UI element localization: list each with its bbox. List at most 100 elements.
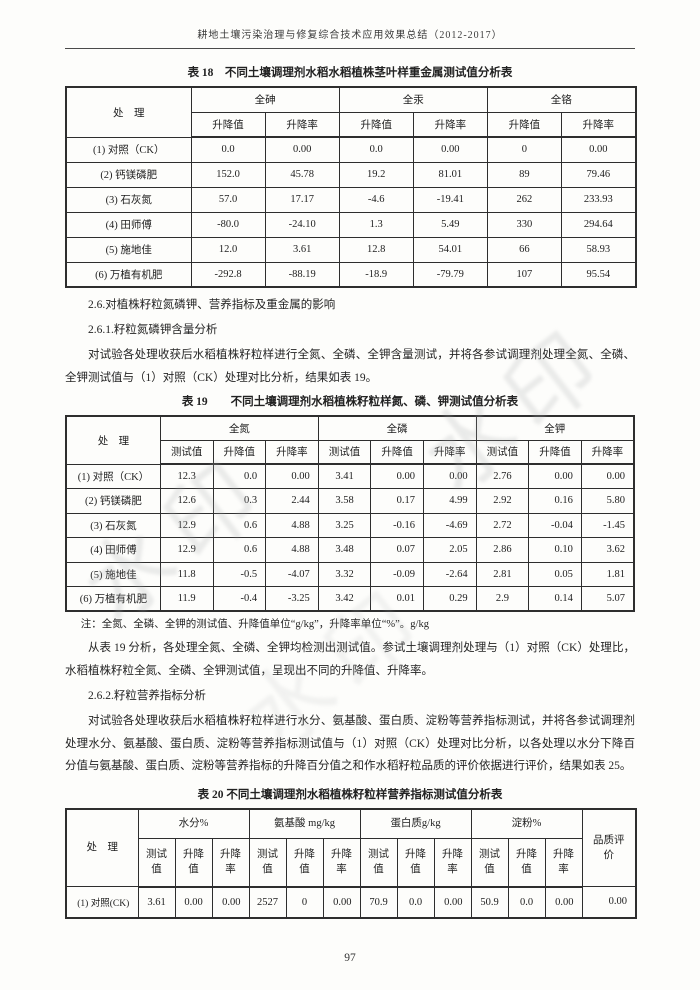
column-group-phosphorus: 全磷 xyxy=(317,415,477,441)
column-group-protein: 蛋白质g/kg xyxy=(359,808,472,839)
table-cell: 0 xyxy=(486,136,562,163)
table-cell: 12.9 xyxy=(159,537,214,563)
table-cell: -3.25 xyxy=(265,586,319,612)
table-cell: 5.80 xyxy=(580,488,635,514)
table-cell: 0.6 xyxy=(212,512,267,538)
table-19-note: 注：全氮、全磷、全钾的测试值、升降值单位“g/kg”，升降率单位“%”。g/kg xyxy=(80,619,429,630)
page-number: 97 xyxy=(344,952,356,964)
column-header: 升降值 xyxy=(338,111,414,138)
table-cell: 57.0 xyxy=(190,186,266,213)
row-label: (3) 石灰氮 xyxy=(65,186,192,213)
table-cell: 0.00 xyxy=(370,463,424,489)
table-cell: 0.00 xyxy=(265,463,319,489)
table-cell: 0.0 xyxy=(212,463,267,489)
table-20: 处 理 水分% 氨基酸 mg/kg 蛋白质g/kg 淀粉% 品质评价 测试值 升… xyxy=(65,807,638,919)
table-row: (1) 对照(CK) 3.61 0.00 0.00 2527 0 0.00 70… xyxy=(65,886,637,918)
table-cell: 262 xyxy=(486,186,562,213)
table-cell: 2.81 xyxy=(475,561,530,587)
table-cell: 0.00 xyxy=(174,886,213,918)
table-cell: 70.9 xyxy=(359,886,398,918)
table-20-title: 表 20 不同土壤调理剂水稻植株籽粒样营养指标测试值分析表 xyxy=(197,788,503,801)
table-cell: 233.93 xyxy=(560,186,637,213)
column-header: 升降率 xyxy=(264,111,340,138)
column-header: 升降率 xyxy=(544,838,583,888)
table-row: (3) 石灰氮 12.9 0.6 4.88 3.25 -0.16 -4.69 2… xyxy=(65,512,635,538)
table-cell: -79.79 xyxy=(412,261,488,288)
column-header: 测试值 xyxy=(137,838,176,888)
table-row: (1) 对照（CK） 0.0 0.00 0.0 0.00 0 0.00 xyxy=(65,136,637,163)
table-cell: 2.72 xyxy=(475,512,530,538)
column-group-nitrogen: 全氮 xyxy=(159,415,319,441)
column-header: 升降值 xyxy=(190,111,266,138)
column-header: 升降率 xyxy=(265,439,319,465)
table-cell: 0.00 xyxy=(211,886,250,918)
table-cell: -292.8 xyxy=(190,261,266,288)
table-cell: 0.10 xyxy=(528,537,582,563)
row-label: (4) 田师傅 xyxy=(65,537,161,563)
running-header: 耕地土壤污染治理与修复综合技术应用效果总结（2012-2017） xyxy=(65,26,635,49)
row-label: (2) 钙镁磷肥 xyxy=(65,488,161,514)
paragraph: 从表 19 分析，各处理全氮、全磷、全钾均检测出测试值。参试土壤调理剂处理与（1… xyxy=(65,642,635,677)
table-row: (1) 对照（CK） 12.3 0.0 0.00 3.41 0.00 0.00 … xyxy=(65,463,635,489)
table-cell: 3.58 xyxy=(317,488,372,514)
column-header: 升降率 xyxy=(580,439,635,465)
table-cell: 294.64 xyxy=(560,211,637,238)
column-header: 测试值 xyxy=(248,838,287,888)
table-row: (2) 钙镁磷肥 152.0 45.78 19.2 81.01 89 79.46 xyxy=(65,161,637,188)
row-label: (4) 田师傅 xyxy=(65,211,192,238)
table-cell: -80.0 xyxy=(190,211,266,238)
table-cell: 0.01 xyxy=(370,586,424,612)
table-cell: 12.9 xyxy=(159,512,214,538)
table-cell: 0.29 xyxy=(422,586,477,612)
column-header-treatment: 处 理 xyxy=(65,415,161,465)
column-header: 升降值 xyxy=(486,111,562,138)
column-header-quality: 品质评价 xyxy=(581,808,637,887)
table-19: 处 理 全氮 全磷 全钾 测试值 升降值 升降率 测试值 升降值 升降率 测试值… xyxy=(65,415,635,612)
column-header: 升降率 xyxy=(433,838,472,888)
table-cell: 12.3 xyxy=(159,463,214,489)
table-cell: 3.61 xyxy=(137,886,176,918)
table-cell: 0.0 xyxy=(338,136,414,163)
table-cell: 2.05 xyxy=(422,537,477,563)
table-18: 处 理 全砷 全汞 全铬 升降值 升降率 升降值 升降率 升降值 升降率 (1)… xyxy=(65,86,637,288)
table-subheader-row: 升降值 升降率 升降值 升降率 升降值 升降率 xyxy=(66,111,637,138)
table-cell: 79.46 xyxy=(560,161,637,188)
table-cell: 0.00 xyxy=(433,886,472,918)
table-cell: 0 xyxy=(285,886,324,918)
column-header: 升降值 xyxy=(212,439,267,465)
table-cell: 19.2 xyxy=(338,161,414,188)
table-row: (4) 田师傅 -80.0 -24.10 1.3 5.49 330 294.64 xyxy=(65,211,637,238)
table-cell: 4.88 xyxy=(265,512,319,538)
table-cell: 0.14 xyxy=(528,586,582,612)
column-header: 升降值 xyxy=(370,439,424,465)
table-cell: 58.93 xyxy=(560,236,637,263)
table-cell: 0.0 xyxy=(190,136,266,163)
column-header: 升降率 xyxy=(560,111,637,138)
table-cell: 3.61 xyxy=(264,236,340,263)
column-header: 升降率 xyxy=(422,439,477,465)
column-header: 升降率 xyxy=(412,111,488,138)
table-cell: -18.9 xyxy=(338,261,414,288)
table-cell: -24.10 xyxy=(264,211,340,238)
column-header: 测试值 xyxy=(359,838,398,888)
section-heading-2-6-2: 2.6.2.籽粒营养指标分析 xyxy=(88,690,206,702)
table-cell: 2.44 xyxy=(265,488,319,514)
table-row: (6) 万植有机肥 -292.8 -88.19 -18.9 -79.79 107… xyxy=(65,261,637,288)
row-label: (6) 万植有机肥 xyxy=(65,586,161,612)
table-18-title: 表 18 不同土壤调理剂水稻水稻植株茎叶样重金属测试值分析表 xyxy=(187,67,513,79)
table-cell: 17.17 xyxy=(264,186,340,213)
table-cell: 0.3 xyxy=(212,488,267,514)
column-header: 升降值 xyxy=(285,838,324,888)
paragraph: 对试验各处理收获后水稻植株籽粒样进行水分、氨基酸、蛋白质、淀粉等营养指标测试，并… xyxy=(65,715,635,772)
table-cell: 3.32 xyxy=(317,561,372,587)
column-group-mercury: 全汞 xyxy=(338,86,488,113)
table-cell: -19.41 xyxy=(412,186,488,213)
table-cell: 0.00 xyxy=(412,136,488,163)
table-cell: 0.00 xyxy=(264,136,340,163)
column-header: 升降率 xyxy=(322,838,361,888)
column-header: 升降值 xyxy=(174,838,213,888)
table-cell: 107 xyxy=(486,261,562,288)
table-cell: -4.07 xyxy=(265,561,319,587)
table-cell: 3.48 xyxy=(317,537,372,563)
